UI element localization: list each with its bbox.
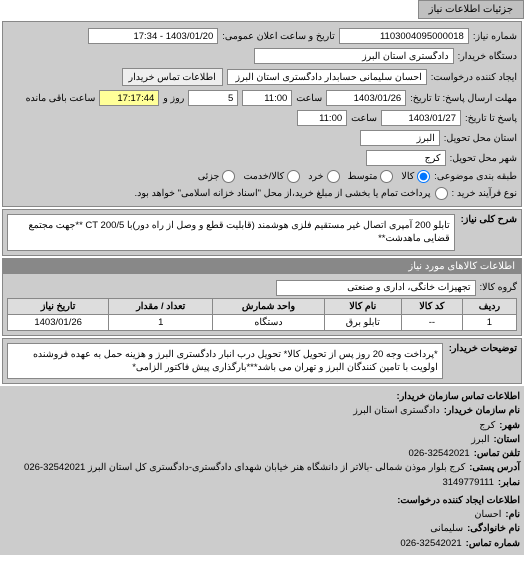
contact-province-label: استان: — [493, 433, 520, 447]
process-note: پرداخت تمام یا بخشی از مبلغ خرید،از محل … — [135, 188, 431, 199]
table-row: 1--تابلو برقدستگاه11403/01/26 — [8, 314, 517, 330]
public-datetime-label: تاریخ و ساعت اعلان عمومی: — [222, 31, 335, 42]
contact-city-label: شهر: — [499, 419, 520, 433]
time-label-1: ساعت — [296, 93, 322, 104]
response-deadline-label: مهلت ارسال پاسخ: تا تاریخ: — [410, 93, 517, 104]
contact-fax-label: نمابر: — [498, 476, 520, 490]
cat-partial-radio[interactable] — [222, 170, 235, 183]
cat-small-label: خرد — [308, 171, 323, 182]
time-label-2: ساعت — [351, 113, 377, 124]
table-cell: 1 — [109, 314, 213, 330]
cat-cash-label: کالا/خدمت — [243, 171, 284, 182]
contact-header: اطلاعات تماس سازمان خریدار: — [4, 390, 520, 404]
city-input[interactable] — [366, 150, 446, 166]
history-time-input[interactable] — [297, 110, 347, 126]
table-cell: -- — [401, 314, 462, 330]
cat-goods-label: کالا — [401, 171, 414, 182]
table-header: کد کالا — [401, 298, 462, 314]
contact-org: دادگستری استان البرز — [353, 404, 440, 418]
cat-cash-radio[interactable] — [287, 170, 300, 183]
table-cell: 1 — [462, 314, 516, 330]
request-no-input[interactable] — [339, 28, 469, 44]
table-cell: 1403/01/26 — [8, 314, 109, 330]
buyer-notes-text: *پرداخت وجه 20 روز پس از تحویل کالا* تحو… — [7, 343, 443, 380]
province-label: استان محل تحویل: — [444, 133, 517, 144]
cat-partial-label: جزئی — [198, 171, 220, 182]
goods-header: اطلاعات کالاهای مورد نیاز — [3, 259, 521, 274]
creator-phone: 026-32542021 — [400, 537, 461, 551]
remain-suffix: ساعت باقی مانده — [26, 93, 96, 104]
category-radio-group: کالا متوسط خرد کالا/خدمت جزئی — [198, 170, 431, 183]
section-contacts: اطلاعات تماس سازمان خریدار: نام سازمان خ… — [0, 386, 524, 555]
table-cell: دستگاه — [213, 314, 324, 330]
contact-city: کرج — [479, 419, 495, 433]
creator-header: اطلاعات ایجاد کننده درخواست: — [4, 494, 520, 508]
table-cell: تابلو برق — [324, 314, 401, 330]
contact-fax: 3149779111 — [442, 476, 493, 490]
buyer-org-label: دستگاه خریدار: — [458, 51, 517, 62]
process-label: نوع فرآیند خرید : — [452, 188, 517, 199]
section-goods: اطلاعات کالاهای مورد نیاز گروه کالا: ردی… — [2, 258, 522, 336]
tab-details[interactable]: جزئیات اطلاعات نیاز — [418, 0, 524, 19]
subject-text: تابلو 200 آمپری اتصال غیر مستقیم فلزی هو… — [7, 214, 455, 251]
table-header: واحد شمارش — [213, 298, 324, 314]
contact-phone: 026-32542021 — [408, 447, 469, 461]
requester-input[interactable] — [227, 69, 427, 85]
goods-group-input[interactable] — [276, 280, 476, 296]
cat-small-radio[interactable] — [327, 170, 340, 183]
response-time-input[interactable] — [242, 90, 292, 106]
contact-address-label: آدرس پستی: — [469, 461, 520, 475]
category-label: طبقه بندی موضوعی: — [434, 171, 517, 182]
request-no-label: شماره نیاز: — [473, 31, 517, 42]
cat-goods-radio[interactable] — [417, 170, 430, 183]
province-input[interactable] — [360, 130, 440, 146]
creator-family-label: نام خانوادگی: — [467, 522, 520, 536]
table-header: تعداد / مقدار — [109, 298, 213, 314]
goods-table: ردیفکد کالانام کالاواحد شمارشتعداد / مقد… — [7, 298, 517, 331]
creator-name-label: نام: — [505, 508, 520, 522]
requester-label: ایجاد کننده درخواست: — [431, 72, 517, 83]
subject-header: شرح کلی نیاز: — [461, 214, 517, 251]
creator-family: سلیمانی — [430, 522, 463, 536]
table-header: ردیف — [462, 298, 516, 314]
contact-org-label: نام سازمان خریدار: — [444, 404, 520, 418]
creator-name: احسان — [475, 508, 502, 522]
cat-mid-label: متوسط — [348, 171, 378, 182]
table-header: نام کالا — [324, 298, 401, 314]
creator-phone-label: شماره تماس: — [466, 537, 520, 551]
contact-phone-label: تلفن تماس: — [474, 447, 520, 461]
section-buyer-notes: توضیحات خریدار: *پرداخت وجه 20 روز پس از… — [2, 338, 522, 385]
history-date-input[interactable] — [381, 110, 461, 126]
remain-time-input — [99, 90, 159, 106]
buyer-notes-header: توضیحات خریدار: — [449, 343, 517, 380]
goods-group-label: گروه کالا: — [480, 282, 517, 293]
contact-address: کرج بلوار موذن شمالی -بالاتر از دانشگاه … — [24, 461, 465, 475]
contact-province: البرز — [471, 433, 489, 447]
city-label: شهر محل تحویل: — [450, 153, 517, 164]
section-subject: شرح کلی نیاز: تابلو 200 آمپری اتصال غیر … — [2, 209, 522, 256]
buyer-org-input[interactable] — [254, 48, 454, 64]
cat-mid-radio[interactable] — [380, 170, 393, 183]
process-radio[interactable] — [435, 187, 448, 200]
public-datetime-input[interactable] — [88, 28, 218, 44]
history-label: پاسخ تا تاریخ: — [465, 113, 517, 124]
table-header: تاریخ نیاز — [8, 298, 109, 314]
days-label: روز و — [163, 93, 184, 104]
section-main: شماره نیاز: تاریخ و ساعت اعلان عمومی: دس… — [2, 21, 522, 207]
remain-days-input[interactable] — [188, 90, 238, 106]
buyer-contact-button[interactable]: اطلاعات تماس خریدار — [122, 68, 223, 86]
response-date-input[interactable] — [326, 90, 406, 106]
